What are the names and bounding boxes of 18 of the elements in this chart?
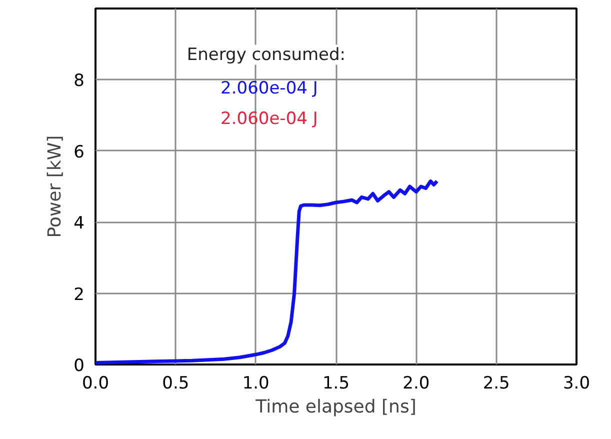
- x-tick-label: 1.0: [242, 374, 270, 394]
- x-tick-label: 3.0: [562, 374, 590, 394]
- y-tick-label: 4: [74, 214, 85, 234]
- y-tick-label: 8: [74, 71, 85, 92]
- y-tick-label: 2: [74, 284, 85, 305]
- annotation: 2.060e-04 J: [220, 108, 318, 129]
- x-tick-label: 0.0: [82, 374, 110, 394]
- annotation: Energy consumed:: [186, 44, 346, 65]
- x-axis-title: Time elapsed [ns]: [254, 396, 416, 418]
- x-tick-label: 2.0: [402, 374, 430, 394]
- x-tick-label: 1.5: [322, 374, 350, 394]
- x-tick-label: 2.5: [482, 374, 510, 394]
- y-axis-title: Power [kW]: [44, 135, 66, 238]
- annotation: 2.060e-04 J: [220, 78, 318, 99]
- y-tick-label: 6: [74, 142, 85, 162]
- y-tick-label: 0: [74, 356, 85, 376]
- x-tick-label: 0.5: [162, 374, 190, 394]
- line-series: [96, 179, 439, 364]
